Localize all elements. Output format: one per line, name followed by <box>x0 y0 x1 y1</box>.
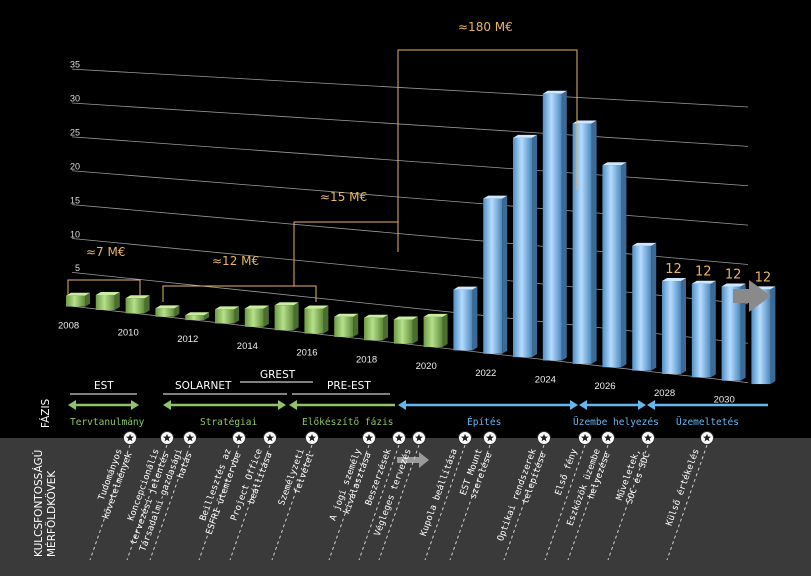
y-tick-label: 10 <box>70 229 80 239</box>
grid-lines <box>71 68 749 384</box>
milestone-side-label-2: MÉRFÖLDKÖVEK <box>45 470 58 557</box>
bracket-est <box>67 279 141 296</box>
bar <box>155 305 180 317</box>
bar <box>244 305 269 327</box>
phase-operation: Üzemeltetés <box>676 417 739 428</box>
bar <box>304 305 329 334</box>
bar <box>632 242 657 371</box>
y-tick-label: 5 <box>75 263 80 273</box>
grid-line <box>71 102 749 147</box>
bar <box>572 120 597 364</box>
y-tick-label: 25 <box>70 127 80 137</box>
bar <box>66 292 90 307</box>
bar <box>483 195 508 354</box>
x-tick-label: 2016 <box>296 348 317 359</box>
x-tick-label: 2030 <box>714 395 735 406</box>
bar <box>95 291 120 310</box>
y-tick-label: 20 <box>70 161 80 171</box>
bar <box>185 312 210 321</box>
phase-commissioning: Üzembe helyezés <box>573 417 659 428</box>
phase-est: EST <box>94 380 114 392</box>
bar <box>721 283 746 381</box>
bar <box>393 316 418 344</box>
bar <box>125 295 150 314</box>
bar <box>364 314 388 341</box>
y-tick-label: 35 <box>70 60 80 70</box>
budget-brackets <box>67 49 578 302</box>
bracket-build <box>397 49 578 252</box>
bar <box>453 286 478 351</box>
phase-pre-est: PRE-EST <box>327 380 371 392</box>
budget-label-est: ≈7 M€ <box>86 245 126 259</box>
phase-grest: GREST <box>260 369 296 381</box>
y-tick-label: 30 <box>70 94 80 104</box>
bar <box>334 313 359 337</box>
budget-label-strategic: ≈12 M€ <box>212 254 259 268</box>
x-tick-label: 2010 <box>118 327 139 338</box>
phase-strategic: Stratégiai <box>200 417 257 428</box>
phase-construction: Építés <box>467 416 501 428</box>
phase-side-label: FÁZIS <box>39 398 52 428</box>
data-label: 12 <box>725 268 742 283</box>
x-tick-label: 2018 <box>356 354 377 365</box>
x-tick-label: 2020 <box>416 361 437 372</box>
x-tick-label: 2012 <box>177 334 198 345</box>
x-tick-label: 2014 <box>237 341 258 352</box>
phase-lines <box>70 381 390 395</box>
bar <box>691 280 716 378</box>
bar <box>423 313 448 348</box>
y-tick-label: 15 <box>70 195 80 205</box>
grid-line <box>71 136 749 187</box>
grid-line <box>71 170 749 226</box>
phase-preparatory: Előkészítő fázis <box>302 417 394 428</box>
milestone-side-label-1: KULCSFONTOSSÁGÚ <box>32 450 45 557</box>
x-tick-label: 2026 <box>594 381 615 392</box>
bar <box>751 286 776 385</box>
milestone-arrow-icon <box>397 452 429 468</box>
x-tick-label: 2024 <box>535 374 556 385</box>
x-tick-label: 2022 <box>475 368 496 379</box>
bar <box>274 302 299 331</box>
x-tick-label: 2008 <box>58 321 79 332</box>
value-labels: 12 12 12 12 <box>665 262 771 285</box>
year-labels: 2008 2010 2012 2014 2016 2018 2020 2022 2024 2026… <box>58 321 735 406</box>
data-label: 12 <box>695 265 712 280</box>
bar <box>542 90 567 361</box>
timeline-arrow-icon <box>733 280 771 312</box>
data-label: 12 <box>665 262 682 277</box>
bar <box>602 162 627 368</box>
data-label: 12 <box>755 270 772 285</box>
bar <box>513 134 537 358</box>
y-tick-labels: 5 10 15 20 25 30 35 <box>70 60 80 274</box>
bar <box>662 277 686 374</box>
x-tick-label: 2028 <box>654 388 675 399</box>
phase-feasibility: Tervtanulmány <box>70 417 145 428</box>
bar <box>215 306 239 324</box>
bars <box>66 90 776 385</box>
grid-line <box>71 68 749 108</box>
budget-label-prep: ≈15 M€ <box>320 190 367 204</box>
phase-arrows <box>68 400 768 410</box>
bracket-strategic <box>162 285 317 302</box>
phase-solarnet: SOLARNET <box>175 380 232 392</box>
bracket-prep <box>293 221 399 286</box>
budget-label-build: ≈180 M€ <box>458 20 513 34</box>
